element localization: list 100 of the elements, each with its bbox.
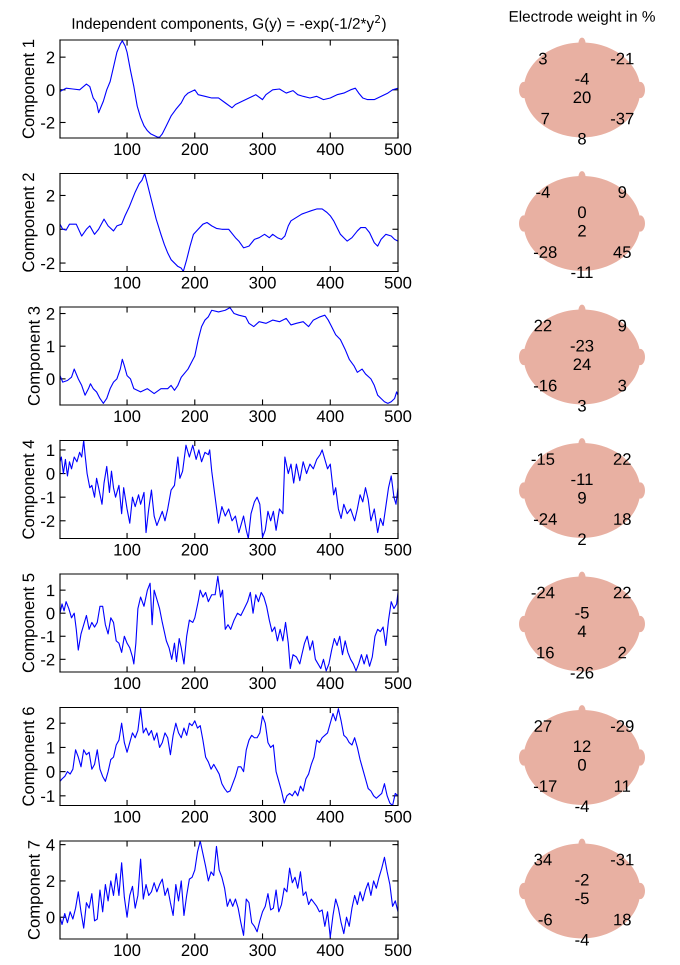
line-series — [60, 174, 398, 272]
x-tick-label: 300 — [249, 276, 276, 289]
x-tick-label: 400 — [316, 410, 344, 422]
text: -4 — [575, 73, 589, 84]
x-tick-label: 200 — [182, 810, 208, 823]
text: -6 — [538, 914, 552, 926]
x-tick-label: 100 — [114, 544, 140, 556]
line-series — [60, 576, 398, 672]
x-tick-label: 500 — [384, 944, 412, 956]
text: 8 — [578, 132, 586, 145]
x-tick-label: 500 — [384, 677, 412, 690]
x-tick-label: 200 — [182, 410, 208, 422]
y-tick-label: -2 — [41, 515, 54, 527]
text: -23 — [570, 340, 594, 352]
text: 22 — [614, 586, 631, 598]
line-series — [60, 841, 398, 938]
y-axis-title: Component 1 — [22, 40, 38, 138]
line-series — [60, 440, 398, 538]
x-tick-label: 500 — [384, 410, 412, 422]
text: 0 — [578, 206, 586, 218]
x-tick-label: 200 — [182, 944, 208, 956]
text: 0 — [578, 758, 586, 771]
text: -26 — [570, 666, 594, 679]
y-tick-label: -1 — [41, 630, 54, 642]
y-axis-title: Component 6 — [22, 707, 38, 806]
text: 27 — [534, 720, 552, 732]
text: 24 — [574, 358, 591, 370]
text: 2 — [618, 646, 626, 658]
y-tick-label: 4 — [46, 839, 55, 851]
y-tick-label: 0 — [46, 373, 54, 386]
text: -37 — [610, 112, 634, 124]
text: -4 — [536, 186, 550, 198]
text: -28 — [534, 246, 557, 258]
y-tick-label: 2 — [46, 52, 54, 64]
text: 22 — [534, 320, 552, 332]
text: 9 — [618, 186, 626, 198]
text: 9 — [618, 320, 626, 332]
y-tick-label: 0 — [46, 468, 54, 480]
text: 7 — [541, 112, 550, 124]
x-tick-label: 500 — [384, 276, 412, 289]
y-tick-label: 2 — [46, 875, 54, 887]
y-tick-label: -2 — [41, 116, 54, 129]
x-tick-label: 300 — [249, 410, 276, 422]
y-tick-label: -1 — [41, 492, 54, 504]
text: 9 — [578, 492, 586, 504]
text: 3 — [538, 52, 547, 64]
text: -21 — [610, 52, 634, 64]
x-tick-label: 200 — [182, 544, 208, 556]
text: -16 — [534, 380, 557, 392]
y-tick-label: -1 — [41, 790, 54, 802]
line-series — [60, 307, 398, 404]
y-tick-label: 1 — [47, 742, 54, 754]
y-tick-label: 0 — [46, 84, 54, 96]
x-tick-label: 200 — [182, 677, 208, 690]
text: 18 — [614, 914, 631, 926]
text: -15 — [532, 453, 554, 465]
x-tick-label: 500 — [384, 143, 412, 156]
y-tick-label: 1 — [47, 584, 54, 596]
x-tick-label: 300 — [249, 143, 276, 156]
x-tick-label: 500 — [384, 544, 412, 556]
y-axis-title: Component 3 — [28, 306, 44, 406]
y-tick-label: -2 — [41, 257, 54, 270]
text: 22 — [614, 453, 631, 465]
text: -4 — [575, 800, 589, 812]
x-tick-label: 300 — [249, 544, 276, 556]
y-tick-label: 0 — [46, 224, 54, 236]
text: 2 — [578, 533, 586, 545]
y-tick-label: 0 — [46, 912, 54, 924]
x-tick-label: 400 — [316, 944, 344, 956]
y-tick-label: 2 — [46, 718, 54, 730]
text: 34 — [534, 854, 552, 866]
x-tick-label: 300 — [249, 677, 276, 690]
text: -5 — [575, 607, 589, 619]
text: -11 — [571, 266, 593, 278]
x-tick-label: 100 — [114, 410, 140, 422]
text: 4 — [578, 626, 586, 638]
y-axis-title: Component 2 — [22, 173, 38, 272]
x-tick-label: 300 — [249, 944, 276, 956]
y-tick-label: -2 — [41, 654, 54, 666]
line-series — [60, 40, 398, 138]
text: -24 — [532, 586, 554, 598]
x-tick-label: 100 — [114, 677, 140, 690]
y-tick-label: 2 — [46, 308, 54, 320]
x-tick-label: 200 — [182, 143, 208, 156]
y-axis-title: Component 7 — [28, 840, 44, 940]
text: -24 — [534, 513, 557, 525]
text: -2 — [575, 874, 589, 886]
x-tick-label: 400 — [316, 143, 344, 156]
text: 16 — [537, 646, 554, 658]
x-tick-label: 400 — [316, 276, 344, 289]
x-tick-label: 100 — [114, 143, 140, 156]
y-tick-label: 0 — [46, 766, 54, 778]
chart-title: Independent components, G(y) = -exp(-1/2*y$^{2}$) — [72, 14, 386, 32]
line-series — [60, 708, 398, 806]
text: -17 — [534, 780, 556, 792]
y-tick-label: 1 — [47, 340, 54, 352]
x-tick-label: 100 — [114, 944, 140, 956]
y-axis-title: Component 4 — [22, 440, 38, 539]
text: 20 — [574, 91, 591, 104]
y-tick-label: 2 — [46, 190, 54, 202]
